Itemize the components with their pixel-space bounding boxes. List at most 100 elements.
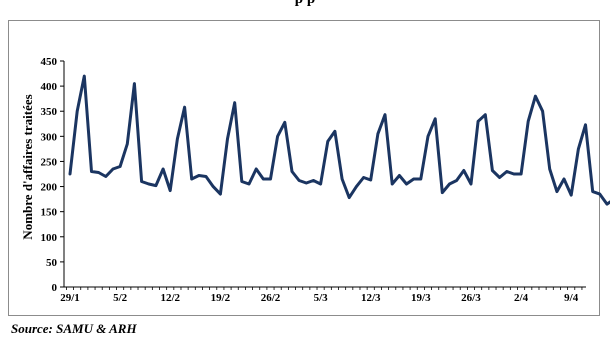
y-tick-label: 150 [41, 207, 58, 219]
data-point [376, 132, 380, 135]
data-point [362, 176, 365, 179]
x-tick-label: 29/1 [60, 292, 80, 304]
data-point [226, 137, 229, 140]
y-tick-label: 350 [41, 106, 58, 118]
y-axis: 0 50 100 150 200 250 300 350 400 450 [41, 56, 65, 294]
data-point [484, 113, 487, 116]
data-point [240, 180, 243, 183]
x-tick-label: 9/4 [564, 292, 579, 304]
y-axis-label: Nombre d'affaires traitées [20, 94, 35, 239]
data-point [247, 182, 251, 186]
x-tick-label: 2/4 [514, 292, 529, 304]
x-tick-label: 26/3 [461, 292, 481, 304]
data-point [219, 192, 222, 196]
data-point [469, 182, 473, 186]
data-point [405, 182, 408, 186]
data-point [455, 179, 458, 182]
data-point [598, 192, 601, 196]
data-point [476, 120, 480, 123]
x-tick-label: 5/2 [113, 292, 128, 304]
data-point [570, 193, 573, 197]
data-point [83, 74, 86, 78]
data-point [591, 190, 594, 193]
y-tick-label: 50 [46, 257, 58, 269]
x-tick-label: 19/3 [411, 292, 431, 304]
cropped-title: p p [0, 0, 610, 8]
data-point [169, 189, 172, 192]
data-point [305, 181, 308, 185]
data-point [605, 202, 609, 206]
data-point [147, 182, 150, 186]
data-point [541, 110, 544, 113]
y-tick-label: 0 [52, 282, 58, 294]
data-point [212, 185, 215, 188]
data-point [333, 130, 337, 133]
data-point [68, 172, 72, 176]
data-point [154, 184, 158, 187]
data-point [340, 177, 344, 181]
data-point [190, 177, 193, 181]
y-tick-label: 100 [41, 232, 58, 244]
data-point [355, 185, 358, 188]
data-point [577, 147, 580, 151]
data-point [118, 165, 122, 168]
data-point [183, 106, 186, 109]
data-point [462, 169, 465, 172]
x-tick-label: 12/2 [160, 292, 180, 304]
data-point [104, 175, 108, 178]
data-point [133, 82, 136, 85]
data-point [412, 177, 415, 181]
data-point [283, 121, 286, 124]
data-point [348, 196, 351, 199]
data-point [312, 179, 315, 182]
data-point [369, 178, 372, 182]
x-axis: 29/1 5/2 12/2 19/2 26/2 5/3 12/3 19/3 26/3 2/4 9/4… [60, 286, 586, 304]
data-point [111, 167, 115, 171]
chart-frame [8, 20, 600, 316]
data-point [269, 177, 272, 181]
y-tick-label: 450 [41, 56, 58, 68]
series-line [68, 74, 610, 206]
y-tick-label: 250 [41, 156, 58, 168]
data-point [491, 169, 494, 172]
data-point [126, 142, 129, 146]
data-point [262, 177, 265, 181]
x-tick-label: 5/3 [314, 292, 329, 304]
data-point [512, 172, 516, 176]
data-point [584, 123, 587, 127]
data-point [441, 191, 444, 194]
data-point [391, 182, 394, 186]
data-point [161, 167, 165, 171]
data-point [76, 110, 79, 113]
data-point [197, 174, 201, 177]
data-point [290, 170, 294, 173]
data-point [498, 176, 501, 179]
data-point [319, 182, 322, 186]
data-point [527, 120, 530, 123]
data-point [534, 95, 537, 98]
data-point [548, 167, 551, 171]
data-point [97, 171, 100, 174]
data-point [383, 113, 387, 116]
y-tick-label: 200 [41, 182, 58, 194]
data-point [398, 174, 401, 177]
data-point [448, 182, 451, 186]
y-tick-label: 400 [41, 81, 58, 93]
x-tick-label: 12/3 [361, 292, 381, 304]
data-point [505, 170, 508, 173]
data-point [140, 180, 143, 183]
data-point [426, 135, 430, 138]
data-point [204, 175, 208, 178]
data-point [90, 170, 93, 173]
y-tick-label: 300 [41, 131, 58, 143]
data-point [297, 179, 301, 182]
data-point [255, 167, 258, 171]
data-point [176, 137, 179, 140]
x-tick-label: 19/2 [211, 292, 231, 304]
data-point [419, 177, 422, 181]
x-tick-label: 26/2 [261, 292, 281, 304]
series [68, 74, 610, 206]
data-point [562, 177, 566, 181]
data-point [434, 117, 437, 121]
